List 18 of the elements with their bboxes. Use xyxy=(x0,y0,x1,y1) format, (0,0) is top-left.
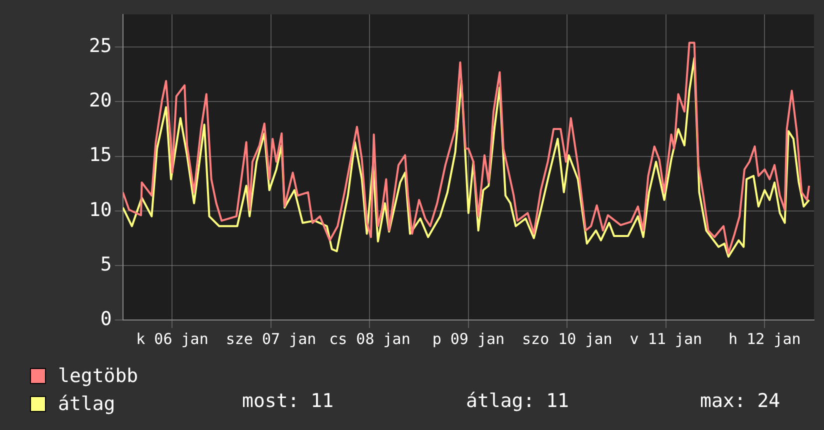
legend-label: legtöbb xyxy=(58,364,138,389)
y-tick-label: 5 xyxy=(100,253,112,276)
legend-label: átlag xyxy=(58,392,116,417)
x-tick-label: k 06 jan xyxy=(136,330,208,348)
text: max: 24 xyxy=(700,390,780,412)
x-tick-label: cs 08 jan xyxy=(329,330,410,348)
x-tick-label: sze 07 jan xyxy=(226,330,316,348)
y-tick-label: 20 xyxy=(88,90,112,112)
y-tick-label: 15 xyxy=(88,144,112,166)
x-tick-label: v 11 jan xyxy=(630,330,702,348)
y-tick-label: 0 xyxy=(100,308,112,330)
y-tick-label: 10 xyxy=(88,198,112,221)
text: most: 11 xyxy=(242,390,334,412)
x-tick-label: szo 10 jan xyxy=(522,330,612,348)
x-tick-label: h 12 jan xyxy=(728,330,801,348)
text: átlag: 11 xyxy=(466,390,569,412)
x-tick-label: p 09 jan xyxy=(432,330,505,348)
y-tick-label: 25 xyxy=(88,35,112,58)
